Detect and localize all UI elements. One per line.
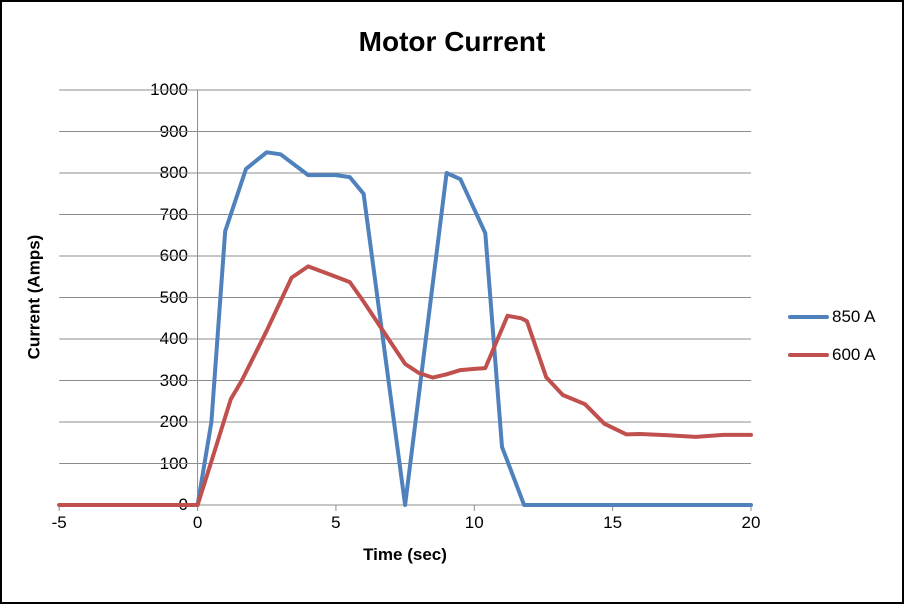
y-tick-label: 0 <box>178 495 188 514</box>
chart-title: Motor Current <box>358 26 546 57</box>
y-tick-label: 100 <box>159 453 188 473</box>
legend-entry-600: 600 A <box>788 336 876 374</box>
y-tick-label: 400 <box>159 329 188 348</box>
y-tick-label: 1000 <box>150 80 188 99</box>
x-tick-label: 0 <box>192 513 203 532</box>
legend-label-600: 600 A <box>832 345 876 364</box>
y-axis-title: Current (Amps) <box>24 234 44 360</box>
legend-swatch-blue <box>788 315 829 319</box>
x-tick-label: 5 <box>331 513 341 532</box>
y-tick-label: 300 <box>159 370 188 390</box>
y-tick-label: 700 <box>159 204 188 224</box>
y-tick-label: 200 <box>159 412 188 431</box>
x-tick-label: 15 <box>603 513 623 532</box>
x-axis-title: Time (sec) <box>363 545 447 564</box>
x-tick-label: 10 <box>464 513 484 532</box>
y-tick-label: 600 <box>159 246 188 265</box>
y-tick-label: 800 <box>159 163 188 182</box>
legend-swatch-red <box>788 353 829 357</box>
y-tick-label: 500 <box>159 287 188 307</box>
x-tick-label: 20 <box>741 513 761 532</box>
y-tick-label: 900 <box>159 121 188 141</box>
x-tick-label: -5 <box>51 513 67 532</box>
legend-entry-850: 850 A <box>788 298 876 336</box>
legend: 850 A 600 A <box>788 298 876 374</box>
legend-label-850: 850 A <box>832 307 876 326</box>
